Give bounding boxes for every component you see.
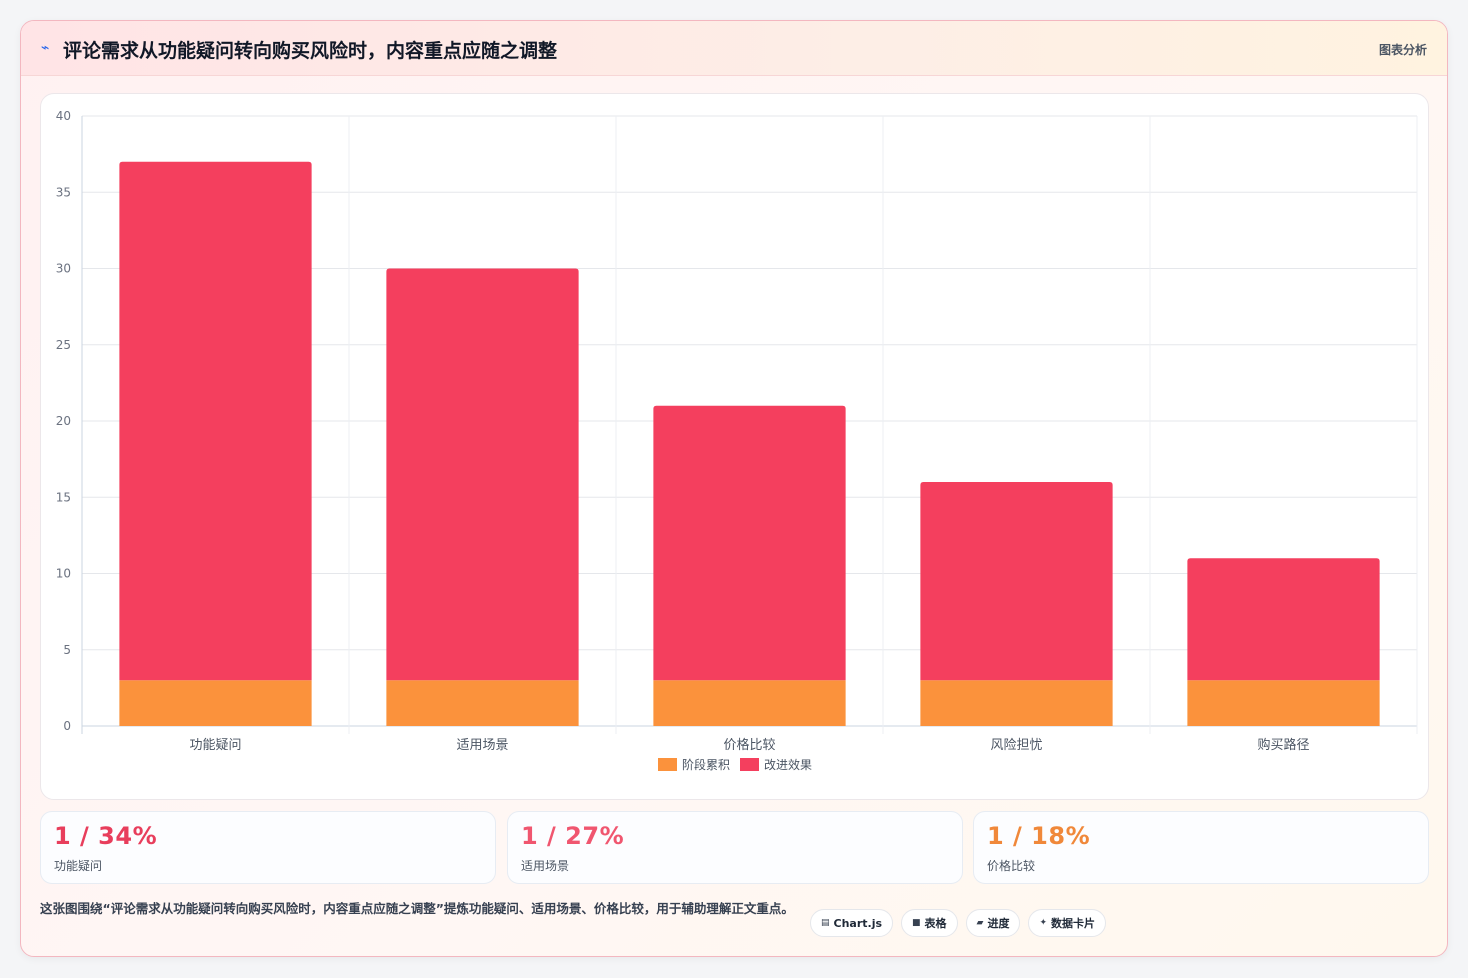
y-tick-label: 40 [56, 109, 71, 123]
legend-label: 改进效果 [764, 757, 812, 772]
chip-label: 数据卡片 [1051, 917, 1096, 930]
stat-card-3: 1 / 18% 价格比较 [973, 811, 1429, 884]
legend-swatch [740, 758, 759, 771]
y-tick-label: 5 [63, 643, 71, 657]
x-tick-label: 价格比较 [723, 737, 775, 753]
stat-value: 1 / 34% [54, 822, 158, 850]
stat-label: 功能疑问 [54, 859, 103, 873]
chip-data-cards[interactable]: ✦ 数据卡片 [1028, 909, 1107, 937]
stacked-bar-chart: 0 5 10 15 20 25 30 35 40 功能疑问 适用场景 价格比较 风险担忧 购买路径阶段累积… [56, 109, 1418, 772]
stat-value: 1 / 18% [987, 822, 1091, 850]
bar-1 [386, 680, 579, 726]
progress-icon: ▰ [976, 918, 984, 928]
bar-2 [386, 268, 579, 681]
chip-progress[interactable]: ▰ 进度 [965, 909, 1021, 937]
stat-card-1: 1 / 34% 功能疑问 [40, 811, 496, 884]
bar-1 [920, 680, 1113, 726]
y-tick-label: 0 [63, 719, 71, 733]
legend-label: 阶段累积 [682, 757, 730, 772]
x-tick-label: 购买路径 [1257, 737, 1309, 753]
y-tick-label: 30 [56, 262, 71, 276]
bar-1 [1187, 680, 1380, 726]
chart-description: 这张图围绕“评论需求从功能疑问转向购买风险时，内容重点应随之调整”提炼功能疑问、… [40, 901, 794, 916]
bar-2 [119, 161, 312, 681]
y-tick-label: 35 [56, 185, 71, 199]
stat-card-2: 1 / 27% 适用场景 [507, 811, 963, 884]
card-header: ⌁ 评论需求从功能疑问转向购买风险时，内容重点应随之调整 图表分析 [21, 21, 1447, 76]
chip-label: Chart.js [833, 916, 883, 930]
y-tick-label: 10 [56, 567, 71, 581]
table-icon: ■ [912, 918, 921, 928]
bar-1 [653, 680, 846, 726]
chip-table[interactable]: ■ 表格 [901, 909, 958, 937]
bar-1 [119, 680, 312, 726]
y-tick-label: 20 [56, 414, 71, 428]
chip-label: 表格 [924, 917, 947, 930]
x-tick-label: 功能疑问 [189, 737, 241, 753]
feature-chips: ▤ Chart.js ■ 表格 ▰ 进度 ✦ 数据卡片 [810, 909, 1107, 937]
bar-2 [1187, 558, 1380, 681]
card-title: 评论需求从功能疑问转向购买风险时，内容重点应随之调整 [63, 40, 558, 62]
bar-2 [920, 482, 1113, 681]
x-tick-label: 适用场景 [456, 738, 508, 753]
chip-chartjs[interactable]: ▤ Chart.js [810, 909, 894, 937]
y-tick-label: 25 [56, 338, 71, 352]
chart-card: ⌁ 评论需求从功能疑问转向购买风险时，内容重点应随之调整 图表分析 0 5 10 15… [20, 20, 1448, 957]
chart-icon: ▤ [821, 918, 830, 928]
chip-label: 进度 [987, 917, 1010, 930]
x-tick-label: 风险担忧 [990, 738, 1042, 753]
bar-2 [653, 405, 846, 681]
stat-label: 适用场景 [521, 859, 570, 873]
stat-value: 1 / 27% [521, 822, 625, 850]
header-tag: 图表分析 [1378, 43, 1427, 57]
chart-panel: 0 5 10 15 20 25 30 35 40 功能疑问 适用场景 价格比较 风险担忧 购买路径阶段累积… [40, 93, 1429, 800]
sparkle-icon: ✦ [1039, 918, 1048, 928]
chart-line-icon: ⌁ [41, 40, 50, 56]
stat-label: 价格比较 [987, 859, 1036, 873]
legend-swatch [658, 758, 677, 771]
y-tick-label: 15 [56, 490, 71, 504]
